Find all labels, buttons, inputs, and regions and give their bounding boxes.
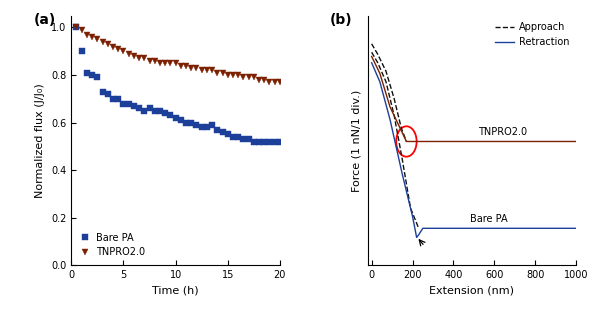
Bare PA xyxy=(94,76,101,79)
TNPRO2.0 xyxy=(203,68,210,72)
Bare PA xyxy=(115,97,122,101)
Bare PA xyxy=(78,49,86,53)
TNPRO2.0 xyxy=(266,80,273,84)
TNPRO2.0 xyxy=(219,71,226,75)
Bare PA xyxy=(255,140,263,144)
TNPRO2.0 xyxy=(214,71,221,75)
Bare PA xyxy=(229,135,236,139)
TNPRO2.0 xyxy=(141,56,148,60)
Bare PA xyxy=(219,130,226,134)
TNPRO2.0 xyxy=(146,59,153,63)
TNPRO2.0 xyxy=(182,64,189,67)
Bare PA xyxy=(214,128,221,132)
TNPRO2.0 xyxy=(94,37,101,41)
TNPRO2.0 xyxy=(125,52,132,56)
Bare PA xyxy=(224,133,231,136)
Bare PA xyxy=(198,125,206,129)
Bare PA xyxy=(177,118,184,122)
Bare PA xyxy=(146,106,153,110)
TNPRO2.0 xyxy=(109,45,116,48)
TNPRO2.0 xyxy=(229,73,236,77)
Bare PA xyxy=(271,140,278,144)
TNPRO2.0 xyxy=(115,47,122,51)
Bare PA xyxy=(162,111,169,115)
TNPRO2.0 xyxy=(162,61,169,65)
Bare PA xyxy=(188,121,195,124)
Y-axis label: Force (1 nN/1 div.): Force (1 nN/1 div.) xyxy=(352,89,362,192)
Bare PA xyxy=(141,109,148,113)
Text: TNPRO2.0: TNPRO2.0 xyxy=(478,127,527,137)
Line: TNPRO2.0: TNPRO2.0 xyxy=(74,24,283,85)
Bare PA xyxy=(73,26,80,29)
Bare PA xyxy=(235,135,242,139)
TNPRO2.0 xyxy=(208,68,216,72)
Bare PA xyxy=(125,102,132,105)
TNPRO2.0 xyxy=(198,68,206,72)
Bare PA xyxy=(120,102,127,105)
Bare PA xyxy=(182,121,189,124)
Bare PA xyxy=(245,137,252,141)
Bare PA xyxy=(261,140,268,144)
X-axis label: Extension (nm): Extension (nm) xyxy=(429,285,514,295)
Bare PA xyxy=(250,140,257,144)
Bare PA xyxy=(156,109,163,113)
TNPRO2.0 xyxy=(255,78,263,82)
TNPRO2.0 xyxy=(261,78,268,82)
Bare PA xyxy=(130,104,137,108)
Bare PA xyxy=(193,123,200,127)
Text: Bare PA: Bare PA xyxy=(470,214,507,224)
Legend: Approach, Retraction: Approach, Retraction xyxy=(492,21,571,49)
TNPRO2.0 xyxy=(271,80,278,84)
TNPRO2.0 xyxy=(167,61,174,65)
Legend: Bare PA, TNPRO2.0: Bare PA, TNPRO2.0 xyxy=(76,230,148,260)
TNPRO2.0 xyxy=(193,66,200,70)
TNPRO2.0 xyxy=(78,28,86,32)
Line: Bare PA: Bare PA xyxy=(74,24,283,145)
TNPRO2.0 xyxy=(177,64,184,67)
Bare PA xyxy=(266,140,273,144)
TNPRO2.0 xyxy=(172,61,179,65)
Bare PA xyxy=(109,97,116,101)
TNPRO2.0 xyxy=(245,76,252,79)
Bare PA xyxy=(99,90,106,94)
TNPRO2.0 xyxy=(224,73,231,77)
Text: (a): (a) xyxy=(34,13,56,27)
TNPRO2.0 xyxy=(73,26,80,29)
Bare PA xyxy=(104,92,111,96)
Bare PA xyxy=(135,106,143,110)
TNPRO2.0 xyxy=(130,54,137,58)
TNPRO2.0 xyxy=(151,59,158,63)
Y-axis label: Normalized flux (J/J₀): Normalized flux (J/J₀) xyxy=(36,83,46,198)
TNPRO2.0 xyxy=(156,61,163,65)
TNPRO2.0 xyxy=(188,66,195,70)
Text: (b): (b) xyxy=(330,13,353,27)
TNPRO2.0 xyxy=(83,33,90,37)
Bare PA xyxy=(83,71,90,75)
TNPRO2.0 xyxy=(276,80,283,84)
Bare PA xyxy=(208,123,216,127)
Bare PA xyxy=(167,114,174,117)
TNPRO2.0 xyxy=(240,76,247,79)
Bare PA xyxy=(172,116,179,120)
TNPRO2.0 xyxy=(99,40,106,44)
X-axis label: Time (h): Time (h) xyxy=(152,285,199,295)
TNPRO2.0 xyxy=(104,42,111,46)
TNPRO2.0 xyxy=(135,56,143,60)
Bare PA xyxy=(203,125,210,129)
TNPRO2.0 xyxy=(120,49,127,53)
Bare PA xyxy=(89,73,96,77)
Bare PA xyxy=(151,109,158,113)
TNPRO2.0 xyxy=(235,73,242,77)
Bare PA xyxy=(240,137,247,141)
Bare PA xyxy=(276,140,283,144)
TNPRO2.0 xyxy=(250,76,257,79)
TNPRO2.0 xyxy=(89,35,96,39)
